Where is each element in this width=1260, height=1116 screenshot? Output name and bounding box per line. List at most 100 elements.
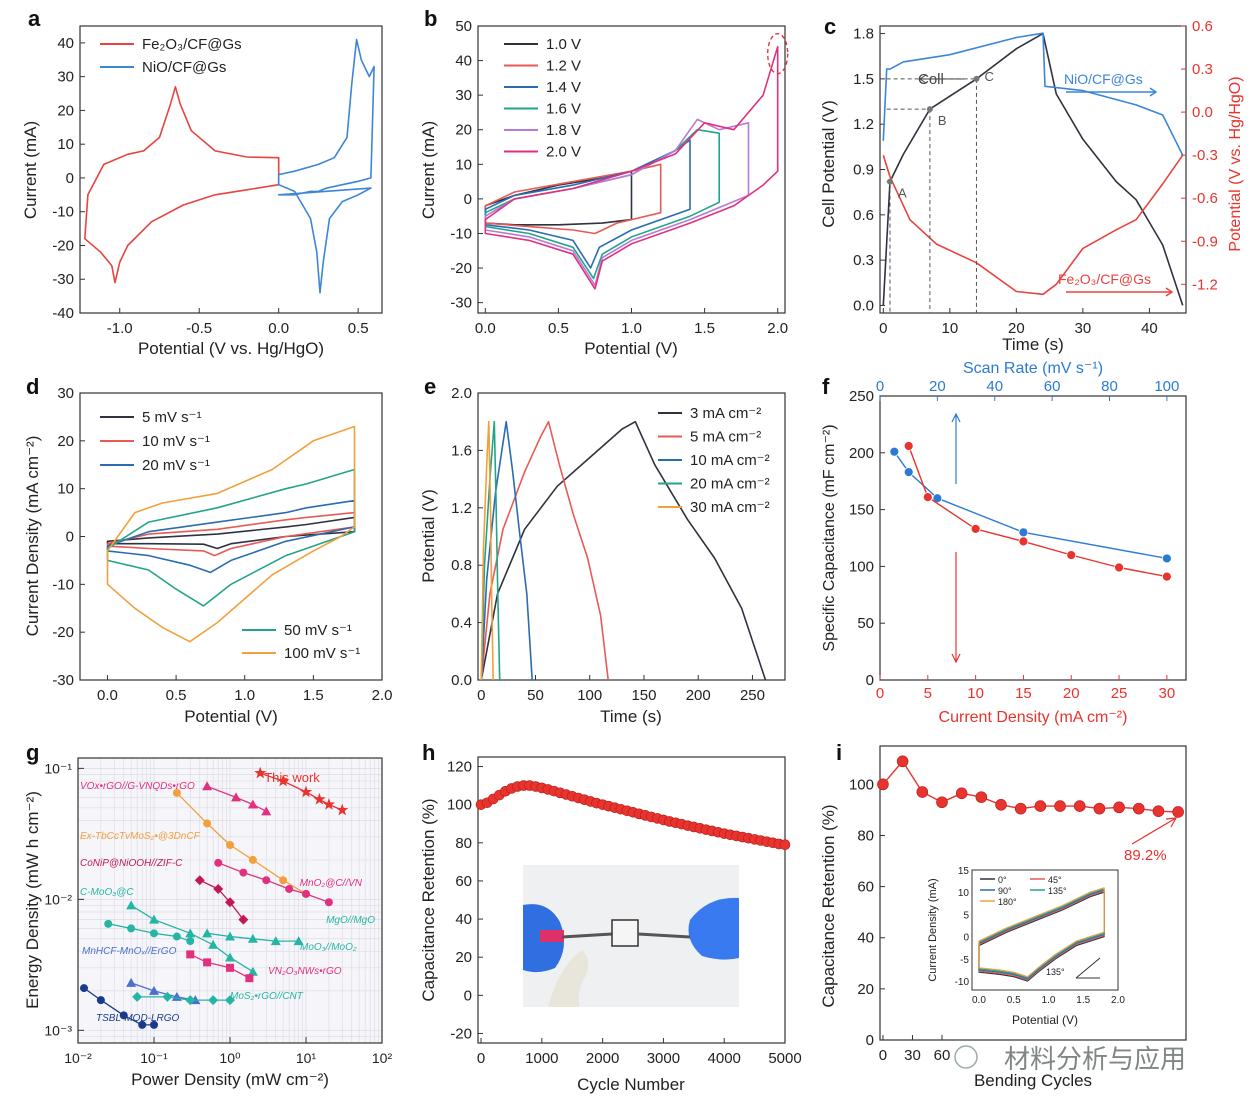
data-point (132, 991, 143, 1002)
y-tick-label: -0.6 (1192, 190, 1218, 207)
y-tick-label: 80 (857, 827, 874, 844)
panel-letter: b (424, 6, 437, 31)
legend-label: 5 mV s⁻¹ (142, 409, 202, 426)
y-tick-label: 40 (857, 930, 874, 947)
inset-y-tick-label: -5 (960, 955, 969, 966)
data-point (172, 788, 181, 797)
y-tick-label: 10 (57, 136, 74, 153)
data-point (239, 868, 248, 877)
data-point (149, 985, 159, 995)
inset-x-tick-label: 2.0 (1111, 995, 1125, 1006)
legend-label: 5 mA cm⁻² (690, 429, 761, 446)
legend-label: 2.0 V (546, 144, 581, 161)
retention-annotation: 89.2% (1124, 847, 1167, 864)
data-point (172, 932, 181, 941)
y-tick-label: 100 (447, 797, 472, 814)
x-tick-label: 2.0 (372, 687, 393, 704)
legend-label: 1.4 V (546, 79, 581, 96)
y-tick-label: 120 (447, 759, 472, 776)
y-tick-label: 1.8 (853, 26, 874, 43)
x-tick-label: 0 (879, 1047, 887, 1064)
data-point (203, 958, 212, 967)
x-axis-label: Potential (V vs. Hg/HgO) (138, 339, 324, 358)
data-point (1132, 802, 1145, 815)
panel-letter: c (824, 14, 836, 39)
y-tick-label: -20 (52, 237, 74, 254)
y-tick-label: 10 (455, 156, 472, 173)
panel-d: 0.0 0.5 1.0 1.5 2.0 -30 -20 -10 0 10 20 30 5 mV s⁻¹ 1… (23, 374, 392, 726)
x-tick-label: -0.5 (186, 320, 212, 337)
data-point (104, 919, 113, 928)
y-axis-label: Current (mA) (419, 121, 438, 219)
y-tick-label: 200 (849, 445, 874, 462)
y-tick-label: 1.2 (853, 116, 874, 133)
data-point (1152, 805, 1165, 817)
inset-legend-label: 90° (998, 886, 1012, 896)
y-tick-label: 2.0 (451, 385, 472, 402)
data-point (225, 931, 235, 941)
legend-label: 1.0 V (546, 36, 581, 53)
reference-point (926, 106, 933, 113)
inset-cv-curve (978, 891, 1105, 982)
panel-h: 0 1000 2000 3000 4000 5000 -20 0 20 40 60 80 100 120 C… (419, 740, 802, 1094)
data-point (922, 492, 933, 503)
data-point (248, 855, 257, 864)
y-tick-label: 10⁻¹ (44, 760, 72, 776)
data-point (1018, 527, 1029, 538)
x-tick-label: 10⁻² (64, 1050, 92, 1066)
series-label: MnHCF-MnOₓ//ErGO (82, 946, 177, 957)
cv-curve-5 (484, 45, 779, 290)
y-tick-label: 0 (866, 1032, 874, 1049)
x-tick-label: 1.0 (621, 320, 642, 337)
plot-frame (477, 756, 786, 1044)
reference-label: A (898, 186, 907, 201)
legend-label: 20 mA cm⁻² (690, 476, 770, 493)
data-point (225, 952, 235, 962)
data-point (80, 984, 89, 993)
x-tick-label: 20 (1008, 320, 1025, 337)
data-point (276, 774, 290, 787)
data-point (903, 441, 914, 451)
data-point (877, 778, 889, 791)
y-tick-label: 0.4 (451, 615, 472, 632)
series-label: MgO//MgO (326, 915, 375, 926)
data-point (149, 914, 159, 924)
data-point (213, 883, 224, 894)
series-line-3 (199, 879, 244, 920)
series-line-1 (206, 785, 267, 812)
red-clip (540, 930, 564, 942)
top-axis-arrow (951, 412, 961, 484)
y-tick-label: -30 (52, 271, 74, 288)
data-point (126, 900, 137, 910)
x-tick-label: 0.0 (97, 687, 118, 704)
x-tick-label: 100 (577, 687, 602, 704)
y-tick-label: 0 (66, 529, 74, 546)
data-point (225, 897, 235, 908)
x2-axis-label: Scan Rate (mV s⁻¹) (963, 360, 1103, 377)
legend-label: Fe₂O₃/CF@Gs (142, 36, 242, 53)
x-tick-label: 60 (934, 1047, 951, 1064)
lead-right (637, 932, 691, 939)
x-axis-label: Cycle Number (577, 1075, 685, 1094)
x-tick-label: 10² (372, 1050, 393, 1066)
data-point (336, 803, 349, 816)
y-axis-label: Capacitance Retention (%) (419, 798, 438, 1001)
data-point (194, 875, 205, 886)
data-point (202, 781, 213, 791)
coll-arrow (919, 74, 964, 84)
inset-legend-label: 135° (1048, 886, 1067, 896)
y-tick-label: -10 (52, 576, 74, 593)
x-tick-label: 0 (879, 320, 887, 337)
inset-y-tick-label: -10 (955, 977, 970, 988)
x-tick-label: 20 (1063, 685, 1080, 702)
data-point (247, 933, 258, 943)
y-tick-label: 50 (455, 18, 472, 35)
series-line-8 (190, 953, 250, 979)
data-point (138, 1020, 147, 1029)
y-tick-label: 250 (849, 388, 874, 405)
y-tick-label: 60 (455, 873, 472, 890)
cv-curve-1 (277, 38, 375, 294)
y-tick-label: -30 (52, 672, 74, 689)
data-point (214, 858, 223, 867)
